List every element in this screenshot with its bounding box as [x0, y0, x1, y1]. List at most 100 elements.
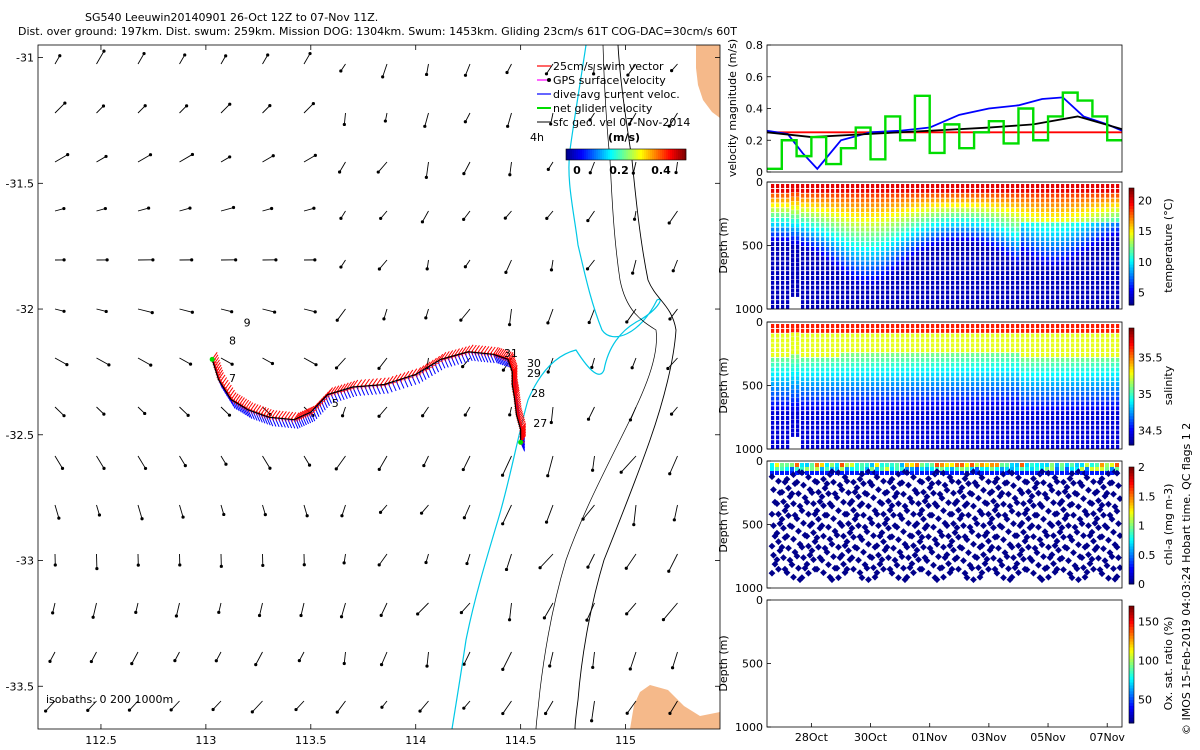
section-cbar-cell: [1129, 427, 1134, 431]
map-cbar-cell: [652, 149, 655, 160]
dac-vector: [252, 411, 258, 421]
section-dot: [896, 367, 900, 372]
section-dot: [856, 386, 860, 391]
section-dot: [896, 396, 900, 401]
section-dot: [771, 198, 775, 203]
swim-vector: [515, 402, 522, 411]
section-dot: [1016, 362, 1020, 367]
section-dot: [1076, 300, 1080, 305]
geo-vector-head: [342, 561, 346, 565]
section-dot: [871, 208, 875, 213]
section-dot: [926, 208, 930, 213]
section-dot: [916, 343, 920, 348]
section-dot: [1101, 357, 1105, 362]
geo-vector-head: [107, 363, 111, 367]
section-dot: [921, 280, 925, 285]
section-dot: [1066, 300, 1070, 305]
section-dot: [846, 328, 850, 333]
section-dot: [946, 271, 950, 276]
section-dot: [1096, 386, 1100, 391]
swim-vector: [503, 350, 510, 359]
section-dot: [1061, 280, 1065, 285]
section-cbar-cell: [1129, 439, 1134, 443]
section-dot: [1056, 246, 1060, 251]
section-dot: [1111, 275, 1115, 280]
section-dot: [1026, 300, 1030, 305]
section-ylabel: Depth (m): [717, 217, 730, 273]
section-dot: [1096, 372, 1100, 377]
section-dot: [811, 328, 815, 333]
section-dot: [901, 362, 905, 367]
section-dot: [896, 401, 900, 406]
section-dot: [851, 275, 855, 280]
section-dot: [976, 343, 980, 348]
section-dot: [971, 357, 975, 362]
section-dot: [926, 372, 930, 377]
section-dot: [1026, 324, 1030, 328]
section-dot: [921, 285, 925, 290]
section-dot: [921, 411, 925, 416]
section-dot: [1011, 401, 1015, 406]
section-dot: [896, 415, 900, 420]
section-dot: [936, 391, 940, 396]
section-dot: [810, 467, 814, 471]
section-dot: [1071, 208, 1075, 213]
section-dot: ◆: [769, 509, 776, 519]
geo-vector: [262, 455, 271, 469]
section-dot: [976, 184, 980, 188]
section-dot: [986, 430, 990, 435]
section-dot: [1066, 420, 1070, 425]
section-dot: [866, 275, 870, 280]
section-dot: [916, 242, 920, 247]
section-dot: [1021, 372, 1025, 377]
geo-vector-head: [425, 267, 429, 271]
geo-vector-head: [211, 707, 215, 712]
section-dot: ◆: [805, 509, 812, 519]
section-dot: [886, 324, 890, 328]
swim-vector: [306, 406, 313, 415]
section-dot: [781, 343, 785, 348]
section-dot: [996, 425, 1000, 430]
section-dot: [781, 246, 785, 251]
section-dot: [951, 401, 955, 406]
section-dot: [981, 324, 985, 328]
section-dot: [946, 242, 950, 247]
section-dot: [941, 237, 945, 242]
section-dot: [771, 300, 775, 305]
section-dot: [946, 290, 950, 295]
section-dot: [986, 184, 990, 188]
section-dot: [861, 357, 865, 362]
swim-marker: +: [459, 350, 466, 359]
section-dot: [871, 217, 875, 222]
section-dot: [1061, 251, 1065, 256]
section-dot: [936, 227, 940, 232]
section-dot: [836, 440, 840, 445]
geo-vector-head: [669, 412, 674, 416]
section-dot: [881, 198, 885, 203]
section-dot: [821, 415, 825, 420]
section-dot: [1101, 208, 1105, 213]
section-dot: [826, 251, 830, 256]
section-dot: [831, 290, 835, 295]
section-dot: [976, 353, 980, 358]
section-dot: [841, 382, 845, 387]
section-dot: [971, 300, 975, 305]
swim-marker: +: [309, 408, 316, 417]
section-dot: [916, 188, 920, 193]
section-dot: [1096, 333, 1100, 338]
section-dot: [951, 246, 955, 251]
section-dot: [956, 435, 960, 440]
section-dot: [826, 445, 830, 449]
section-dot: ◆: [769, 541, 776, 551]
section-dot: [791, 223, 795, 228]
section-dot: [946, 406, 950, 411]
map-x-tick-label: 114: [405, 734, 426, 747]
geo-vector-head: [178, 563, 182, 567]
section-dot: [946, 353, 950, 358]
section-dot: [811, 367, 815, 372]
geo-vector-head: [671, 269, 675, 273]
section-dot: [871, 420, 875, 425]
section-dot: [1021, 256, 1025, 261]
section-dot: [851, 362, 855, 367]
